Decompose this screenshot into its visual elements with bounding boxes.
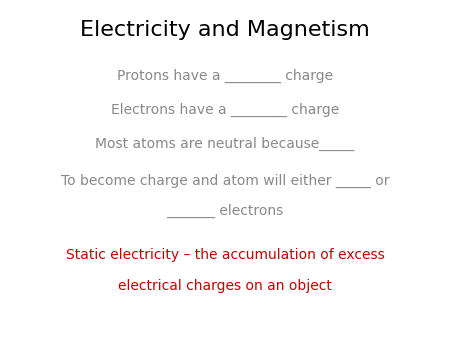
Text: _______ electrons: _______ electrons (166, 204, 284, 218)
Text: Static electricity – the accumulation of excess: Static electricity – the accumulation of… (66, 248, 384, 262)
Text: Most atoms are neutral because_____: Most atoms are neutral because_____ (95, 137, 355, 151)
Text: Electricity and Magnetism: Electricity and Magnetism (80, 20, 370, 41)
Text: electrical charges on an object: electrical charges on an object (118, 279, 332, 293)
Text: Protons have a ________ charge: Protons have a ________ charge (117, 69, 333, 83)
Text: To become charge and atom will either _____ or: To become charge and atom will either __… (61, 174, 389, 188)
Text: Electrons have a ________ charge: Electrons have a ________ charge (111, 103, 339, 117)
